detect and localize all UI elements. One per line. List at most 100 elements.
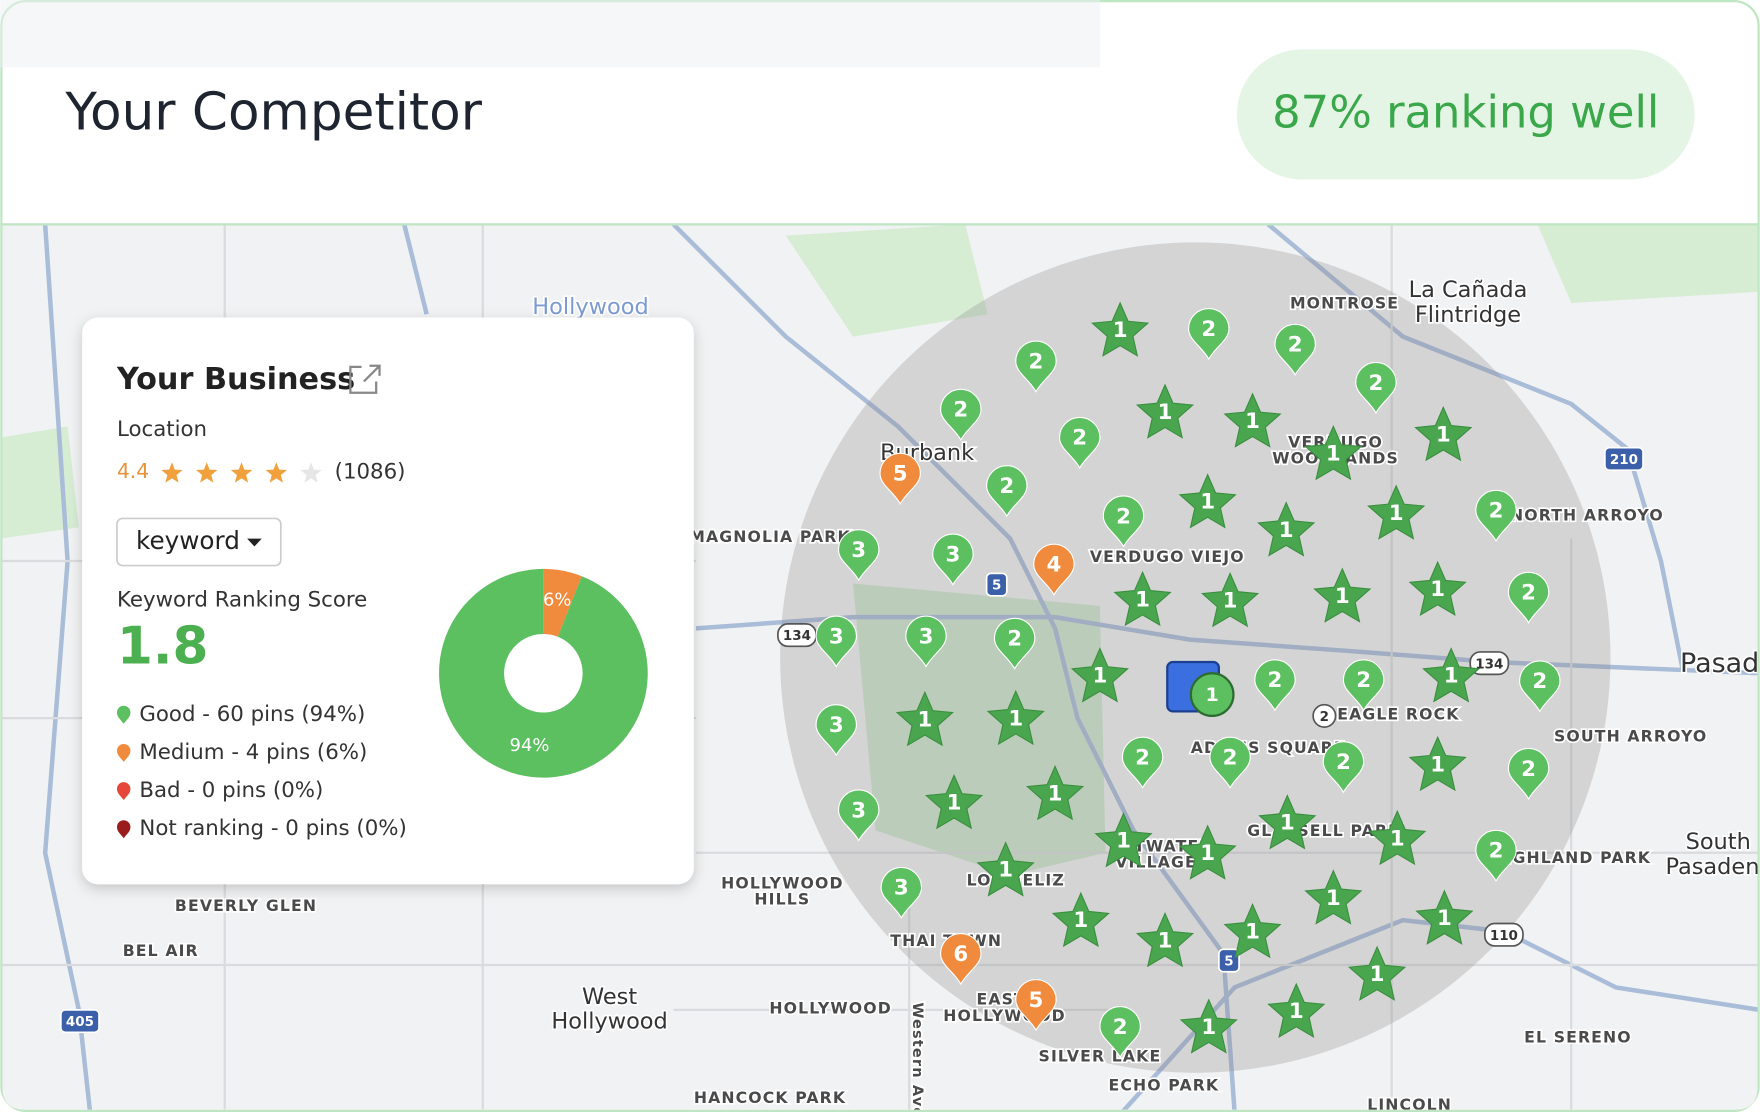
rank-label: 1 — [1437, 906, 1452, 931]
rank-pin — [815, 704, 857, 757]
rank-star — [1313, 567, 1372, 623]
rank-label: 2 — [1223, 746, 1238, 771]
rank-label: 1 — [1113, 318, 1128, 343]
rank-label: 1 — [1390, 826, 1405, 851]
place-label: EAGLE ROCK — [1337, 704, 1459, 723]
rank-label: 1 — [1370, 962, 1385, 987]
place-label: South — [1686, 829, 1751, 855]
shield-label: 5 — [992, 579, 1001, 594]
rank-label: 2 — [1521, 581, 1536, 606]
rank-label: 2 — [1135, 746, 1150, 771]
rank-label: 2 — [1201, 317, 1216, 342]
rank-label: 1 — [1223, 588, 1238, 613]
rating-star — [196, 462, 218, 483]
rank-label: 2 — [1029, 349, 1044, 374]
rank-star — [1408, 560, 1467, 617]
rank-pin — [1507, 571, 1550, 624]
rank-star — [1025, 764, 1085, 821]
rank-label: 6 — [953, 942, 968, 967]
rank-label: 3 — [851, 798, 866, 823]
header-title: Your Competitor — [64, 83, 482, 143]
place-label: Flintridge — [1415, 302, 1521, 328]
legend-marker — [116, 782, 131, 801]
rank-label: 1 — [1073, 908, 1088, 933]
rank-star — [1422, 647, 1481, 703]
rank-label: 1 — [1279, 518, 1294, 543]
rank-label: 2 — [1007, 627, 1022, 652]
rank-label: 1 — [1158, 400, 1173, 425]
rank-pin — [1015, 979, 1057, 1032]
external-link[interactable] — [349, 364, 381, 394]
place-label: HANCOCK PARK — [694, 1088, 846, 1107]
rank-star — [895, 690, 954, 747]
legend-marker — [116, 705, 131, 724]
location: Location — [117, 417, 207, 442]
rank-label: 1 — [1116, 829, 1131, 854]
rank-label: 2 — [1521, 757, 1536, 782]
rank-label: 2 — [953, 398, 968, 423]
keyword-dropdown[interactable] — [116, 517, 282, 567]
rating-star — [230, 462, 253, 483]
rank-label: 1 — [917, 707, 932, 732]
rank-star — [1408, 735, 1467, 792]
rank-label: 1 — [1335, 584, 1350, 609]
place-label: NORTH ARROYO — [1510, 506, 1664, 525]
legend-text: Bad - 0 pins (0%) — [139, 778, 323, 803]
rank-star — [1257, 501, 1316, 557]
rank-label: 3 — [894, 876, 909, 901]
rank-star — [1178, 473, 1237, 529]
header-blur — [0, 0, 1100, 68]
rank-label: 1 — [1444, 664, 1459, 689]
rank-label: 1 — [1093, 664, 1108, 689]
rank-label: 1 — [1245, 919, 1260, 944]
rank-label: 1 — [1200, 841, 1215, 866]
route-shield — [1312, 703, 1337, 728]
dropdown-caret[interactable] — [247, 538, 262, 547]
rank-star — [1304, 424, 1363, 481]
dropdown-label[interactable]: keyword — [136, 526, 240, 555]
donut-label: 94% — [510, 735, 550, 756]
place-label: HOLLYWOOD — [721, 874, 843, 893]
rank-label: 1 — [947, 790, 962, 815]
rank-star — [1304, 869, 1363, 925]
rank-pin — [1475, 489, 1517, 543]
rank-star — [1051, 891, 1110, 948]
rank-star — [1178, 824, 1237, 880]
rank-label: 2 — [1288, 333, 1303, 358]
rank-star — [1223, 392, 1282, 448]
shield-label: 134 — [783, 629, 811, 644]
business-name: Your Business — [116, 362, 355, 397]
rank-pin — [940, 933, 982, 986]
rank-pin — [837, 789, 880, 842]
rank-star — [1201, 571, 1260, 628]
legend-text: Good - 60 pins (94%) — [139, 702, 365, 727]
route-shield — [60, 1009, 100, 1034]
rank-label: 1 — [1436, 422, 1451, 447]
route-shield — [1604, 446, 1644, 472]
rank-pin — [815, 615, 857, 668]
legend-marker — [116, 743, 131, 762]
rating-value: 4.4 — [117, 459, 149, 483]
rank-label: 3 — [919, 624, 934, 649]
rank-star — [1258, 794, 1317, 850]
rank-label: 1 — [1430, 752, 1445, 777]
place-label: LINCOLN — [1367, 1095, 1452, 1112]
rank-label: 1 — [1200, 490, 1215, 515]
rank-pin — [1254, 659, 1296, 712]
place-label: MAGNOLIA PARK — [689, 527, 851, 546]
legend-marker — [116, 820, 131, 839]
business-card: Your Business Location 4.4 (1086) keywor… — [82, 317, 694, 885]
donut-slice — [543, 568, 582, 637]
place-label: HILLS — [754, 889, 810, 908]
rank-star — [1113, 570, 1172, 627]
place-label: SILVER LAKE — [1039, 1047, 1162, 1066]
rating-star — [161, 462, 183, 483]
rank-label: 1 — [1158, 928, 1173, 953]
rank-star — [1368, 809, 1427, 866]
rank-label: 2 — [1336, 750, 1351, 775]
rank-star — [976, 841, 1035, 897]
rank-label: 3 — [946, 542, 961, 567]
shield-label: 210 — [1610, 453, 1638, 468]
rank-pin — [1507, 747, 1550, 801]
